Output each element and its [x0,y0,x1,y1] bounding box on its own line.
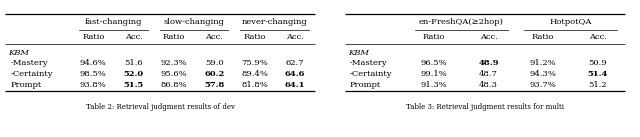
Text: en-FreshQA(≥2hop): en-FreshQA(≥2hop) [419,18,504,26]
Text: Acc.: Acc. [589,33,607,41]
Text: 89.4%: 89.4% [241,70,268,78]
Text: KBM: KBM [8,49,29,57]
Text: Ratio: Ratio [243,33,266,41]
Text: 48.7: 48.7 [479,70,498,78]
Text: 91.3%: 91.3% [420,81,447,89]
Text: 98.5%: 98.5% [80,70,107,78]
Text: 86.8%: 86.8% [161,81,188,89]
Text: 48.9: 48.9 [478,59,499,67]
Text: Acc.: Acc. [205,33,223,41]
Text: 50.9: 50.9 [588,59,607,67]
Text: -Certainty: -Certainty [10,70,53,78]
Text: Ratio: Ratio [163,33,185,41]
Text: KBM: KBM [348,49,369,57]
Text: 59.0: 59.0 [205,59,223,67]
Text: 64.1: 64.1 [285,81,305,89]
Text: 51.6: 51.6 [124,59,143,67]
Text: 94.6%: 94.6% [80,59,107,67]
Text: -Mastery: -Mastery [10,59,48,67]
Text: 62.7: 62.7 [285,59,304,67]
Text: 75.9%: 75.9% [241,59,268,67]
Text: Ratio: Ratio [422,33,445,41]
Text: 96.5%: 96.5% [420,59,447,67]
Text: 95.6%: 95.6% [161,70,188,78]
Text: -Mastery: -Mastery [350,59,388,67]
Text: 91.2%: 91.2% [530,59,556,67]
Text: never-changing: never-changing [242,18,308,26]
Text: Ratio: Ratio [82,33,104,41]
Text: 93.7%: 93.7% [530,81,556,89]
Text: HotpotQA: HotpotQA [549,18,591,26]
Text: -Certainty: -Certainty [350,70,392,78]
Text: 51.5: 51.5 [124,81,144,89]
Text: Table 2: Retrieval judgment results of dev: Table 2: Retrieval judgment results of d… [86,103,234,111]
Text: fast-changing: fast-changing [84,18,142,26]
Text: Table 3: Retrieval judgment results for multi: Table 3: Retrieval judgment results for … [406,103,564,111]
Text: Acc.: Acc. [125,33,143,41]
Text: 57.8: 57.8 [204,81,225,89]
Text: slow-changing: slow-changing [164,18,225,26]
Text: Acc.: Acc. [479,33,497,41]
Text: 81.8%: 81.8% [241,81,268,89]
Text: Prompt: Prompt [10,81,42,89]
Text: 93.8%: 93.8% [80,81,107,89]
Text: 99.1%: 99.1% [420,70,447,78]
Text: 52.0: 52.0 [124,70,144,78]
Text: 60.2: 60.2 [204,70,225,78]
Text: 51.2: 51.2 [588,81,607,89]
Text: 94.3%: 94.3% [530,70,557,78]
Text: Prompt: Prompt [350,81,381,89]
Text: Ratio: Ratio [532,33,554,41]
Text: 48.3: 48.3 [479,81,498,89]
Text: 64.6: 64.6 [285,70,305,78]
Text: 92.3%: 92.3% [161,59,188,67]
Text: Acc.: Acc. [286,33,304,41]
Text: 51.4: 51.4 [588,70,608,78]
